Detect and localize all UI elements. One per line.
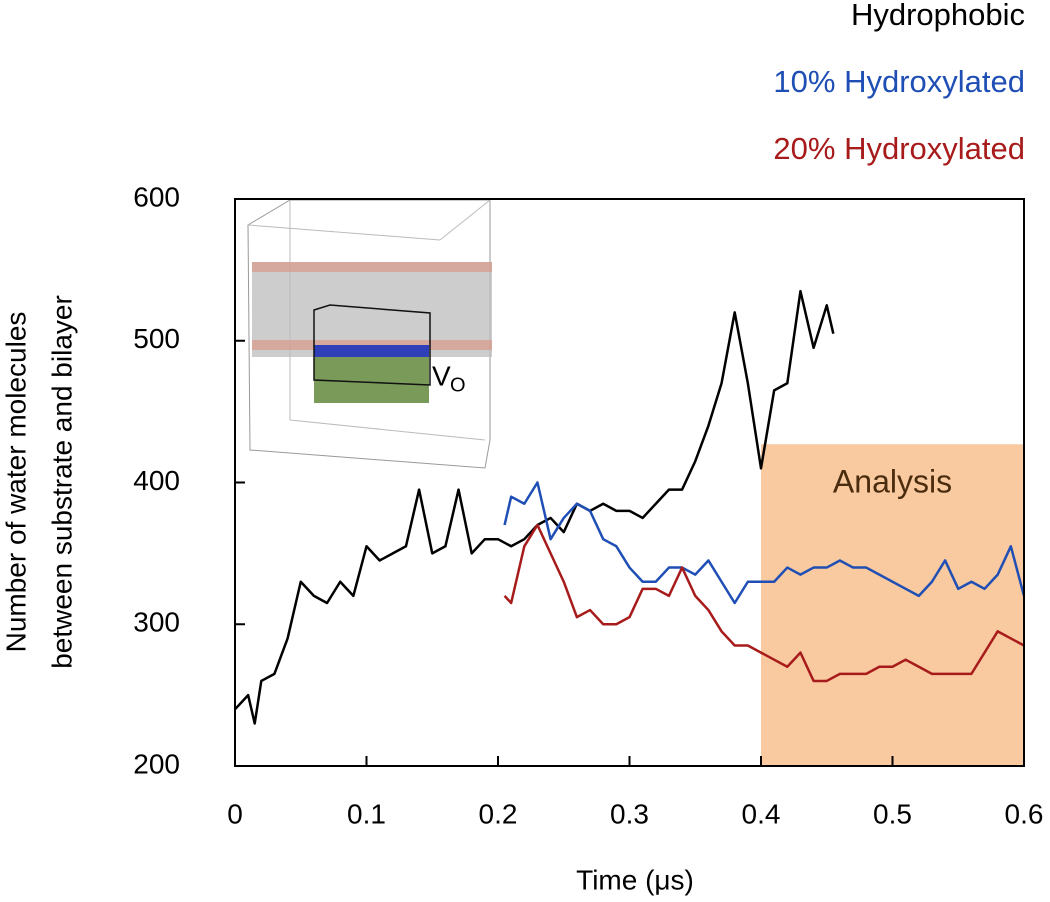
series-line bbox=[234, 289, 835, 725]
y-tick-label: 200 bbox=[133, 748, 180, 779]
x-tick-label: 0.6 bbox=[1005, 798, 1044, 829]
x-tick-label: 0 bbox=[227, 798, 243, 829]
legend-entry: Hydrophobic bbox=[851, 0, 1025, 32]
x-tick-label: 0.4 bbox=[742, 798, 781, 829]
inset: V O bbox=[247, 199, 492, 469]
plot-background: Analysis bbox=[761, 444, 1024, 766]
x-axis-title: Time (μs) bbox=[576, 864, 694, 895]
y-axis-title: between substrate and bilayer bbox=[46, 295, 77, 669]
y-tick-label: 600 bbox=[133, 181, 180, 212]
series-line bbox=[503, 523, 1025, 683]
inset-label: V bbox=[432, 360, 451, 391]
legend-entry: 10% Hydroxylated bbox=[773, 64, 1025, 99]
series-line bbox=[503, 481, 1026, 605]
inset-label-sub: O bbox=[450, 374, 466, 396]
x-tick-label: 0.3 bbox=[610, 798, 649, 829]
x-tick-label: 0.1 bbox=[347, 798, 386, 829]
shaded-region-label: Analysis bbox=[833, 464, 952, 500]
y-tick-label: 400 bbox=[133, 465, 180, 496]
shaded-region bbox=[761, 444, 1024, 766]
y-axis-title: Number of water molecules bbox=[0, 312, 31, 653]
y-tick-label: 300 bbox=[133, 607, 180, 638]
legend-entry: 20% Hydroxylated bbox=[773, 131, 1025, 166]
x-tick-label: 0.5 bbox=[873, 798, 912, 829]
y-tick-label: 500 bbox=[133, 323, 180, 354]
plot-frame bbox=[234, 198, 1025, 767]
x-tick-label: 0.2 bbox=[479, 798, 518, 829]
